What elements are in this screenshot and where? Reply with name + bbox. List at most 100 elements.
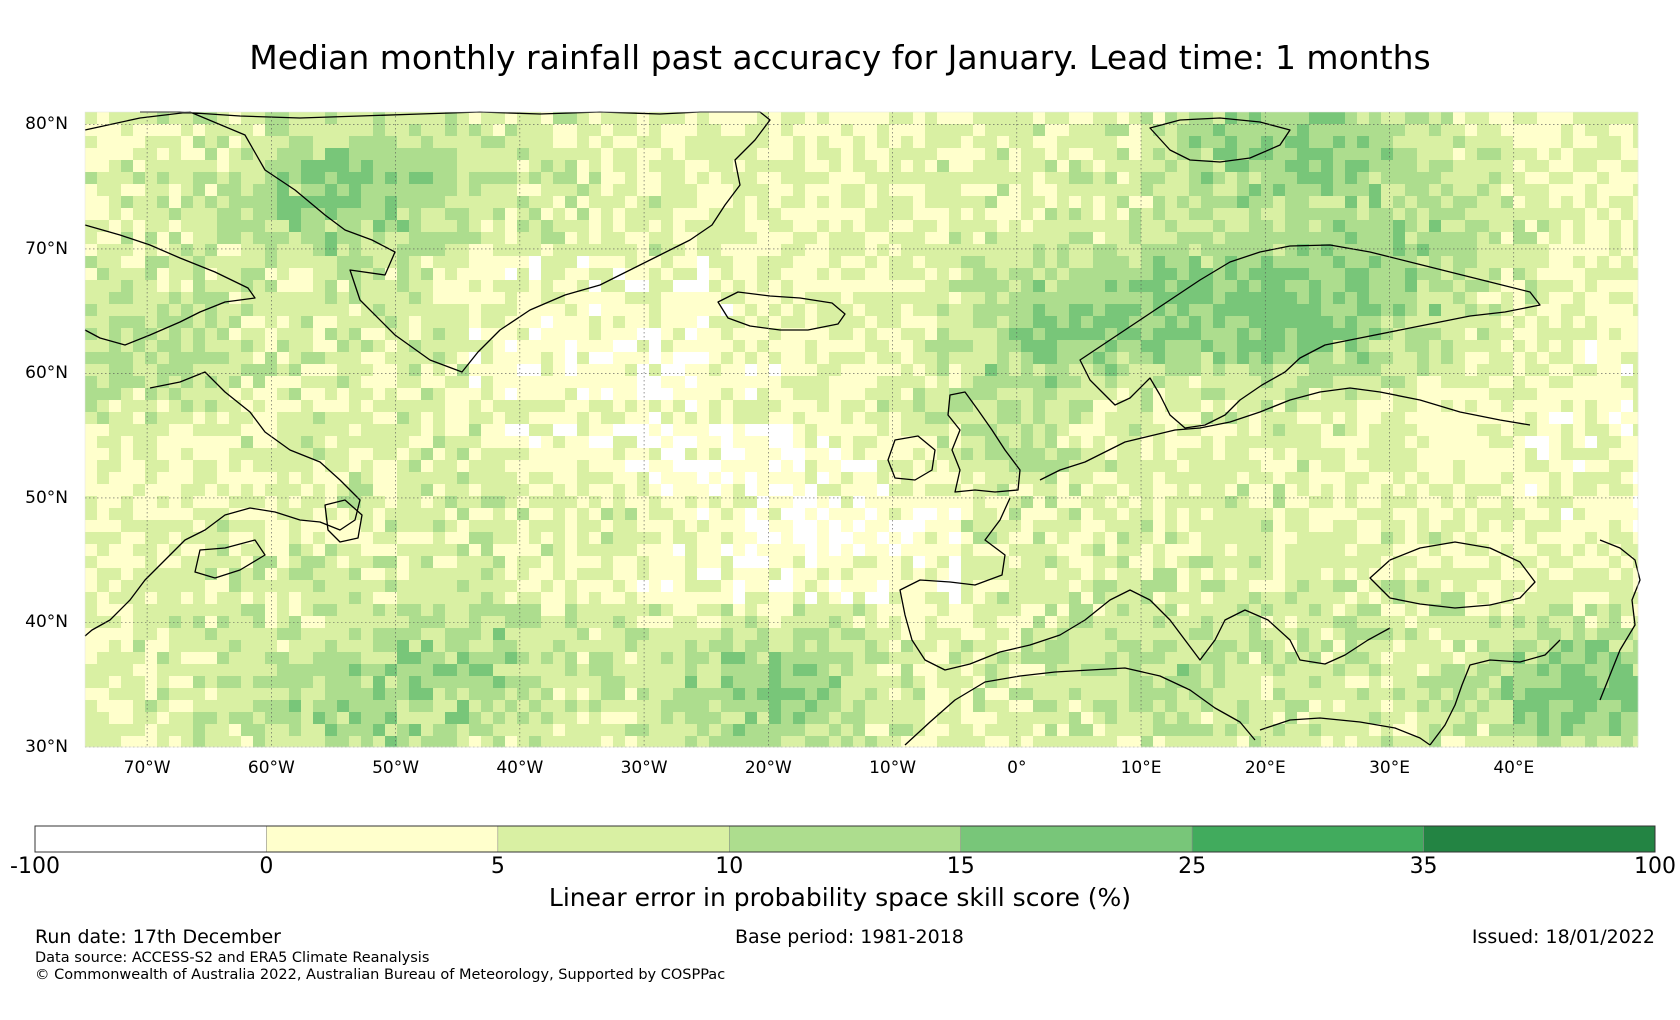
grid-cell: [1525, 484, 1538, 497]
grid-cell: [1549, 412, 1562, 425]
grid-cell: [1249, 316, 1262, 329]
grid-cell: [457, 388, 470, 401]
grid-cell: [961, 124, 974, 137]
grid-cell: [481, 280, 494, 293]
grid-cell: [169, 292, 182, 305]
grid-cell: [529, 208, 542, 221]
grid-cell: [769, 364, 782, 377]
grid-cell: [541, 160, 554, 173]
grid-cell: [1417, 400, 1430, 413]
grid-cell: [109, 436, 122, 449]
grid-cell: [817, 244, 830, 257]
grid-cell: [1021, 292, 1034, 305]
grid-cell: [433, 436, 446, 449]
grid-cell: [853, 124, 866, 137]
grid-cell: [781, 460, 794, 473]
grid-cell: [361, 340, 374, 353]
grid-cell: [913, 544, 926, 557]
grid-cell: [229, 496, 242, 509]
grid-cell: [781, 112, 794, 125]
grid-cell: [1285, 496, 1298, 509]
grid-cell: [709, 136, 722, 149]
grid-cell: [229, 436, 242, 449]
grid-cell: [337, 316, 350, 329]
grid-cell: [985, 340, 998, 353]
grid-cell: [1525, 496, 1538, 509]
grid-cell: [409, 148, 422, 161]
grid-cell: [433, 112, 446, 125]
grid-cell: [1021, 424, 1034, 437]
grid-cell: [397, 412, 410, 425]
grid-cell: [1009, 268, 1022, 281]
grid-cell: [1033, 556, 1046, 569]
grid-cell: [973, 112, 986, 125]
grid-cell: [1549, 256, 1562, 269]
grid-cell: [325, 172, 338, 185]
grid-cell: [997, 316, 1010, 329]
grid-cell: [1381, 172, 1394, 185]
grid-cell: [1525, 196, 1538, 209]
grid-cell: [121, 460, 134, 473]
grid-cell: [589, 388, 602, 401]
grid-cell: [1129, 160, 1142, 173]
grid-cell: [841, 520, 854, 533]
grid-cell: [469, 352, 482, 365]
grid-cell: [565, 388, 578, 401]
grid-cell: [1093, 148, 1106, 161]
grid-cell: [157, 112, 170, 125]
grid-cell: [361, 280, 374, 293]
grid-cell: [469, 460, 482, 473]
grid-cell: [121, 280, 134, 293]
grid-cell: [1105, 304, 1118, 317]
grid-cell: [277, 376, 290, 389]
grid-cell: [1561, 436, 1574, 449]
grid-cell: [1333, 508, 1346, 521]
grid-cell: [1393, 268, 1406, 281]
grid-cell: [349, 544, 362, 557]
grid-cell: [301, 292, 314, 305]
grid-cell: [1141, 388, 1154, 401]
grid-cell: [1489, 328, 1502, 341]
grid-cell: [1225, 484, 1238, 497]
grid-cell: [1021, 532, 1034, 545]
grid-cell: [733, 184, 746, 197]
grid-cell: [817, 460, 830, 473]
grid-cell: [1141, 460, 1154, 473]
grid-cell: [613, 412, 626, 425]
grid-cell: [1405, 484, 1418, 497]
grid-cell: [1417, 184, 1430, 197]
grid-cell: [613, 496, 626, 509]
grid-cell: [637, 364, 650, 377]
grid-cell: [1429, 388, 1442, 401]
grid-cell: [1153, 244, 1166, 257]
grid-cell: [205, 184, 218, 197]
grid-cell: [709, 328, 722, 341]
grid-cell: [1609, 436, 1622, 449]
grid-cell: [1525, 184, 1538, 197]
grid-cell: [625, 412, 638, 425]
grid-cell: [1549, 448, 1562, 461]
grid-cell: [1297, 460, 1310, 473]
grid-cell: [1249, 508, 1262, 521]
grid-cell: [565, 172, 578, 185]
grid-cell: [445, 436, 458, 449]
grid-cell: [709, 460, 722, 473]
grid-cell: [541, 388, 554, 401]
grid-cell: [1045, 304, 1058, 317]
grid-cell: [385, 364, 398, 377]
grid-cell: [181, 172, 194, 185]
grid-cell: [613, 340, 626, 353]
grid-cell: [337, 244, 350, 257]
grid-cell: [97, 532, 110, 545]
grid-cell: [1093, 424, 1106, 437]
grid-cell: [289, 472, 302, 485]
grid-cell: [985, 556, 998, 569]
grid-cell: [421, 184, 434, 197]
grid-cell: [745, 232, 758, 245]
grid-cell: [373, 364, 386, 377]
grid-cell: [397, 220, 410, 233]
grid-cell: [1597, 436, 1610, 449]
grid-cell: [1405, 412, 1418, 425]
grid-cell: [337, 448, 350, 461]
